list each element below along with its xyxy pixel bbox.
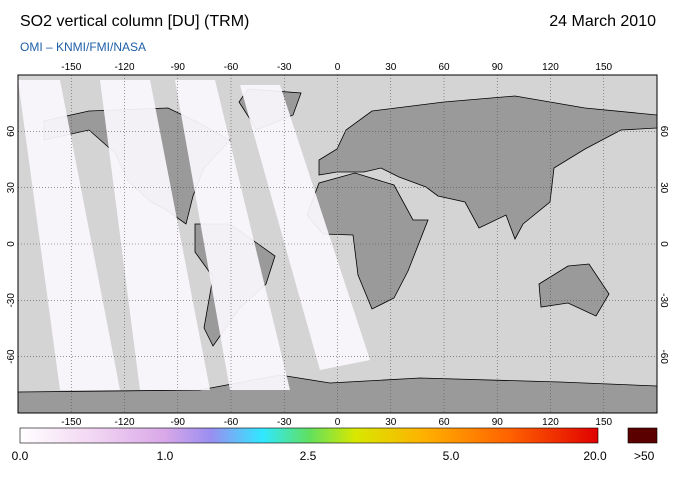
colorbar-label: 20.0: [583, 449, 607, 463]
colorbar-label: 2.5: [300, 449, 317, 463]
lat-label-right: -30: [658, 293, 669, 308]
subtitle: OMI – KNMI/FMI/NASA: [20, 40, 146, 54]
colorbar-label: 5.0: [443, 449, 460, 463]
overflow-label: >50: [634, 449, 655, 463]
lat-label-right: 0: [658, 241, 669, 247]
lon-label-top: 30: [385, 62, 397, 73]
lat-label-right: -60: [658, 349, 669, 364]
lon-label-bottom: -90: [171, 417, 186, 428]
lon-label-bottom: 30: [385, 417, 397, 428]
date: 24 March 2010: [549, 13, 656, 30]
overflow-swatch: [627, 427, 658, 444]
lon-label-bottom: -60: [224, 417, 239, 428]
lon-label-top: 60: [438, 62, 450, 73]
lon-label-bottom: 0: [335, 417, 341, 428]
lon-label-top: -150: [61, 62, 81, 73]
lat-label-right: 60: [658, 126, 669, 138]
lat-label-left: -30: [6, 293, 17, 308]
graticule: -150 -150 -120 -120 -90 -90 -60 -60 -30 -30 0 0 30 30…: [6, 62, 669, 428]
lon-label-bottom: 90: [492, 417, 504, 428]
lon-label-bottom: -30: [277, 417, 292, 428]
lon-label-bottom: 150: [595, 417, 612, 428]
satellite-swaths: [18, 80, 370, 390]
lat-label-left: 30: [6, 182, 17, 194]
lon-label-top: 0: [335, 62, 341, 73]
lon-label-bottom: -150: [61, 417, 81, 428]
lat-label-left: 0: [6, 241, 17, 247]
lon-label-bottom: 120: [542, 417, 559, 428]
lon-label-top: 120: [542, 62, 559, 73]
lon-label-top: 150: [595, 62, 612, 73]
lon-label-top: -30: [277, 62, 292, 73]
colorbar-label: 0.0: [12, 449, 29, 463]
lon-label-bottom: 60: [438, 417, 450, 428]
lat-label-right: 30: [658, 182, 669, 194]
lat-label-left: 60: [6, 125, 17, 137]
colorbar-label: 1.0: [157, 449, 174, 463]
title: SO2 vertical column [DU] (TRM): [20, 13, 249, 30]
lat-label-left: -60: [6, 349, 17, 364]
lon-label-top: -120: [114, 62, 134, 73]
map-frame: [17, 74, 658, 414]
lon-label-top: -90: [171, 62, 186, 73]
colorbar: [19, 427, 599, 444]
colorbar-labels: 0.0 1.0 2.5 5.0 20.0: [12, 449, 607, 463]
lon-label-top: -60: [224, 62, 239, 73]
lon-label-top: 90: [492, 62, 504, 73]
lon-label-bottom: -120: [114, 417, 134, 428]
